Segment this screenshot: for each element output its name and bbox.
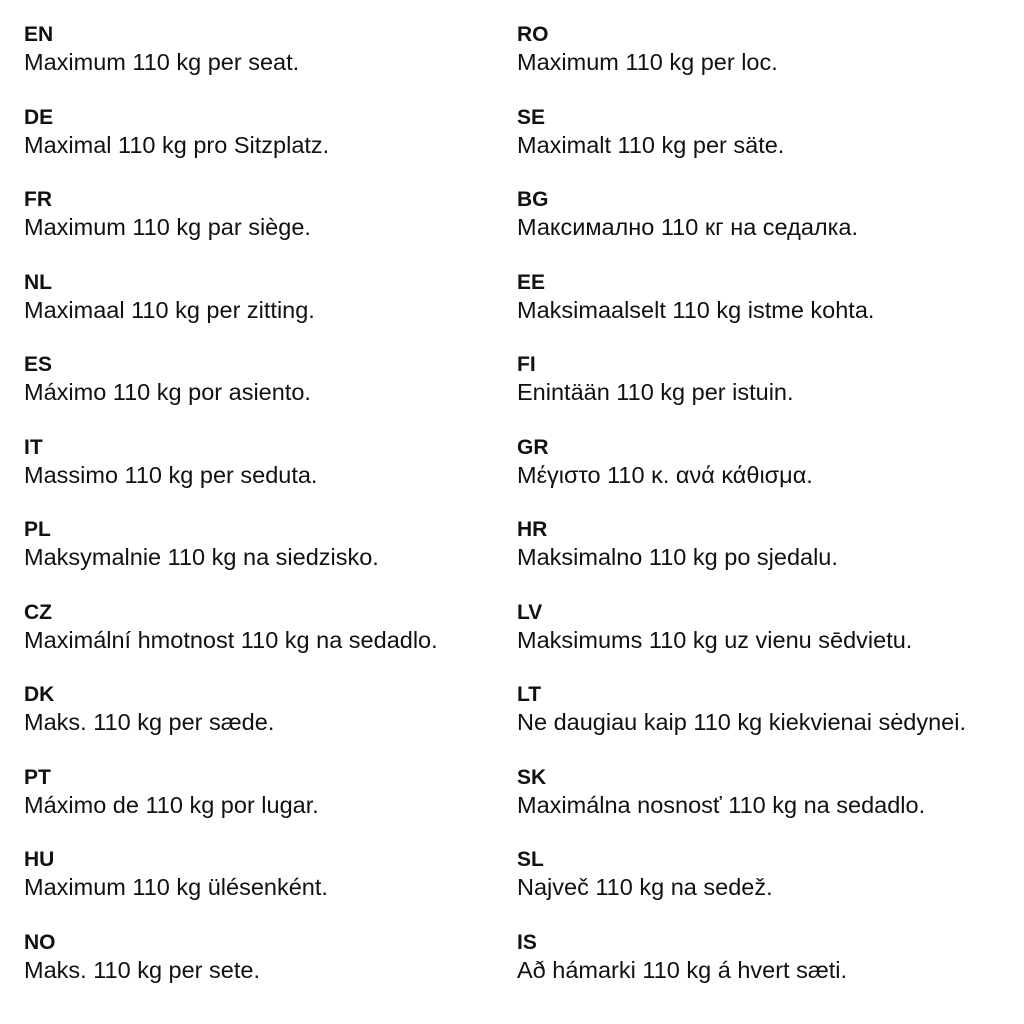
language-block: DE Maximal 110 kg pro Sitzplatz. bbox=[24, 105, 438, 188]
language-code: DE bbox=[24, 105, 54, 129]
language-code: CZ bbox=[24, 600, 52, 624]
weight-limit-text: Ne daugiau kaip 110 kg kiekvienai sėdyne… bbox=[517, 709, 966, 735]
language-block: LT Ne daugiau kaip 110 kg kiekvienai sėdy… bbox=[517, 682, 966, 765]
language-block: SL Največ 110 kg na sedež. bbox=[517, 847, 966, 930]
weight-limit-text: Maksimalno 110 kg po sjedalu. bbox=[517, 544, 838, 570]
weight-limit-text: Maximalt 110 kg per säte. bbox=[517, 131, 785, 158]
language-code: IS bbox=[517, 930, 537, 954]
weight-limit-text: Maksymalnie 110 kg na siedzisko. bbox=[24, 544, 379, 570]
language-code: DK bbox=[24, 683, 55, 706]
weight-limit-text: Maximum 110 kg per seat. bbox=[24, 49, 300, 75]
language-block: DK Maks. 110 kg per sæde. bbox=[24, 682, 438, 765]
language-code: HR bbox=[517, 518, 548, 541]
language-code: SL bbox=[517, 848, 544, 871]
weight-limit-text: Enintään 110 kg per istuin. bbox=[517, 379, 794, 405]
language-block: ES Máximo 110 kg por asiento. bbox=[24, 352, 438, 435]
language-block: FR Maximum 110 kg par siège. bbox=[24, 187, 438, 270]
weight-limit-text: Maks. 110 kg per sæde. bbox=[24, 709, 275, 735]
language-block: LV Maksimums 110 kg uz vienu sēdvietu. bbox=[517, 600, 966, 683]
language-code: IT bbox=[24, 435, 43, 459]
language-block: HU Maximum 110 kg ülésenként. bbox=[24, 847, 438, 930]
left-column: EN Maximum 110 kg per seat. DE Maximal 110 … bbox=[24, 22, 438, 1012]
weight-limit-text: Максимално 110 кг на седалка. bbox=[517, 214, 858, 240]
language-code: NL bbox=[24, 270, 52, 294]
language-code: NO bbox=[24, 930, 56, 954]
weight-limit-text: Máximo de 110 kg por lugar. bbox=[24, 791, 319, 818]
language-block: CZ Maximální hmotnost 110 kg na sedadlo. bbox=[24, 600, 438, 683]
language-block: NL Maximaal 110 kg per zitting. bbox=[24, 270, 438, 353]
language-code: HU bbox=[24, 848, 55, 871]
weight-limit-text: Maximum 110 kg ülésenként. bbox=[24, 874, 328, 900]
right-column: RO Maximum 110 kg per loc. SE Maximalt 110 … bbox=[517, 22, 966, 1012]
weight-limit-text: Maximálna nosnosť 110 kg na sedadlo. bbox=[517, 791, 926, 818]
language-block: GR Μέγιστο 110 κ. ανά κάθισμα. bbox=[517, 435, 966, 518]
language-code: SE bbox=[517, 105, 546, 129]
language-block: SK Maximálna nosnosť 110 kg na sedadlo. bbox=[517, 765, 966, 848]
language-code: EE bbox=[517, 270, 546, 294]
language-code: LV bbox=[517, 600, 543, 624]
language-code: PL bbox=[24, 518, 51, 541]
language-block: HR Maksimalno 110 kg po sjedalu. bbox=[517, 517, 966, 600]
language-block: PT Máximo de 110 kg por lugar. bbox=[24, 765, 438, 848]
language-code: RO bbox=[517, 23, 549, 46]
weight-limit-text: Μέγιστο 110 κ. ανά κάθισμα. bbox=[517, 461, 813, 488]
language-code: BG bbox=[517, 188, 549, 211]
language-block: IS Að hámarki 110 kg á hvert sæti. bbox=[517, 930, 966, 1013]
language-block: FI Enintään 110 kg per istuin. bbox=[517, 352, 966, 435]
language-code: FI bbox=[517, 353, 536, 376]
language-code: GR bbox=[517, 435, 549, 459]
language-block: IT Massimo 110 kg per seduta. bbox=[24, 435, 438, 518]
language-block: RO Maximum 110 kg per loc. bbox=[517, 22, 966, 105]
language-code: EN bbox=[24, 23, 54, 46]
language-block: NO Maks. 110 kg per sete. bbox=[24, 930, 438, 1013]
language-block: SE Maximalt 110 kg per säte. bbox=[517, 105, 966, 188]
language-block: BG Максимално 110 кг на седалка. bbox=[517, 187, 966, 270]
language-code: FR bbox=[24, 188, 52, 211]
language-code: SK bbox=[517, 765, 547, 789]
weight-limit-text: Maksimaalselt 110 kg istme kohta. bbox=[517, 296, 875, 323]
language-block: PL Maksymalnie 110 kg na siedzisko. bbox=[24, 517, 438, 600]
weight-limit-text: Maksimums 110 kg uz vienu sēdvietu. bbox=[517, 626, 913, 653]
weight-limit-text: Massimo 110 kg per seduta. bbox=[24, 461, 318, 488]
weight-limit-text: Maks. 110 kg per sete. bbox=[24, 956, 260, 983]
weight-limit-text: Að hámarki 110 kg á hvert sæti. bbox=[517, 956, 848, 983]
language-code: LT bbox=[517, 683, 542, 706]
weight-limit-text: Máximo 110 kg por asiento. bbox=[24, 379, 311, 405]
weight-limit-text: Maximum 110 kg per loc. bbox=[517, 49, 778, 75]
language-code: ES bbox=[24, 353, 53, 376]
language-block: EE Maksimaalselt 110 kg istme kohta. bbox=[517, 270, 966, 353]
weight-limit-text: Maximum 110 kg par siège. bbox=[24, 214, 311, 240]
language-code: PT bbox=[24, 765, 51, 789]
language-block: EN Maximum 110 kg per seat. bbox=[24, 22, 438, 105]
weight-limit-text: Maximální hmotnost 110 kg na sedadlo. bbox=[24, 626, 438, 653]
weight-limit-text: Največ 110 kg na sedež. bbox=[517, 874, 773, 900]
weight-limit-text: Maximaal 110 kg per zitting. bbox=[24, 296, 315, 323]
weight-limit-text: Maximal 110 kg pro Sitzplatz. bbox=[24, 131, 330, 158]
